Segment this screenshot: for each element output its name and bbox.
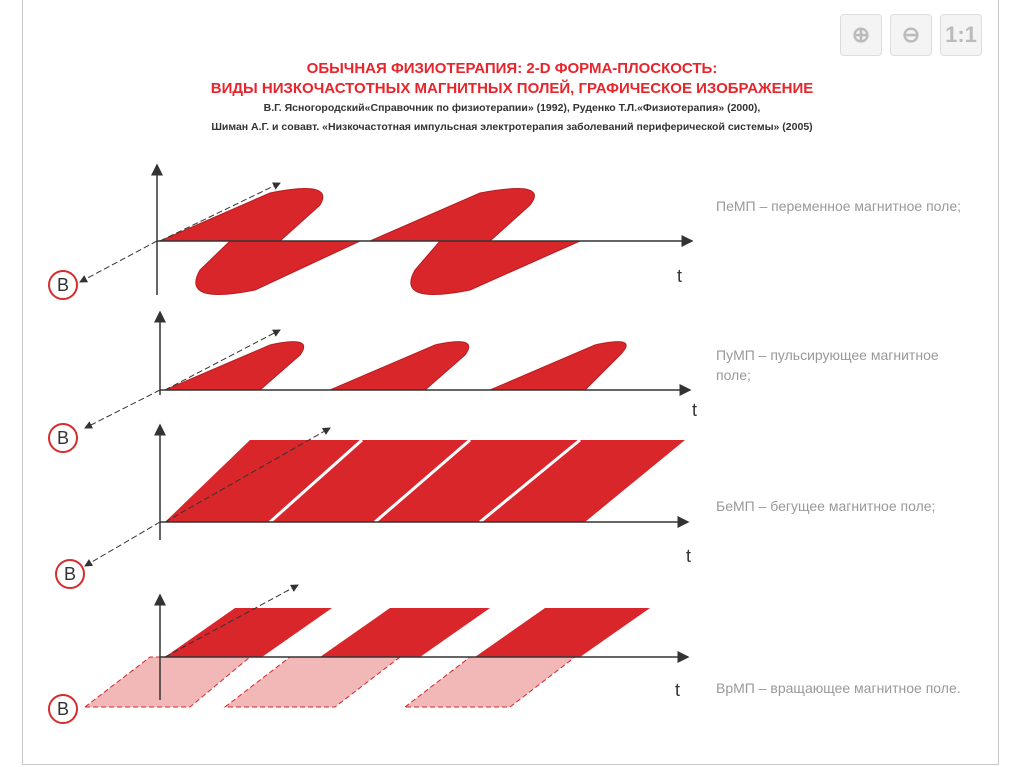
axis-t-label: t	[675, 680, 681, 700]
pulse	[489, 341, 627, 391]
zoom-in-button[interactable]: ⊕	[840, 14, 882, 56]
wave-negative	[195, 240, 361, 295]
axis-t-label: t	[686, 546, 692, 566]
zoom-out-button[interactable]: ⊖	[890, 14, 932, 56]
pulse	[164, 341, 305, 391]
stripe	[480, 440, 685, 522]
sources-line-1: В.Г. Ясногородский«Справочник по физиоте…	[263, 102, 761, 114]
magnifier-minus-icon: ⊖	[901, 22, 921, 47]
axis-t-label: t	[677, 266, 683, 286]
axis-b-label: B	[48, 694, 78, 724]
stripe-lower	[83, 656, 252, 708]
axis-b-label: B	[55, 559, 85, 589]
stripe-upper	[165, 608, 332, 657]
title-line-1: ОБЫЧНАЯ ФИЗИОТЕРАПИЯ: 2-D ФОРМА-ПЛОСКОСТ…	[306, 60, 718, 77]
wave-positive	[369, 188, 535, 242]
stripe-upper	[475, 608, 650, 657]
stripe-upper	[320, 608, 490, 657]
panel-label: ПеМП – переменное магнитное поле;	[716, 198, 961, 214]
stripe	[270, 440, 470, 522]
sources-line-2: Шиман А.Г. и совавт. «Низкочастотная имп…	[211, 121, 813, 133]
wave-positive	[159, 188, 324, 242]
axis-b-label: B	[48, 423, 78, 453]
panel-label: БеМП – бегущее магнитное поле;	[716, 498, 936, 514]
stripe-lower	[223, 656, 402, 708]
title-line-2: ВИДЫ НИЗКОЧАСТОТНЫХ МАГНИТНЫХ ПОЛЕЙ, ГРА…	[210, 80, 814, 97]
stripe-lower	[403, 656, 577, 708]
panel-pulsating-field	[84, 310, 692, 429]
panel-rotating-field	[83, 584, 690, 708]
panel-label: ВрМП – вращающее магнитное поле.	[716, 680, 961, 696]
axis-t-label: t	[692, 400, 698, 420]
pulse	[329, 341, 470, 391]
wave-negative	[410, 240, 581, 295]
stripe	[165, 440, 362, 522]
axis-b-label: B	[48, 270, 78, 300]
panel-alternating-field	[79, 163, 694, 295]
actual-size-button[interactable]: 1:1	[940, 14, 982, 56]
panel-travelling-field	[84, 423, 690, 567]
magnifier-plus-icon: ⊕	[851, 22, 871, 47]
panel-label: ПуМП – пульсирующее магнитное поле;	[716, 347, 939, 383]
stripe	[375, 440, 580, 522]
